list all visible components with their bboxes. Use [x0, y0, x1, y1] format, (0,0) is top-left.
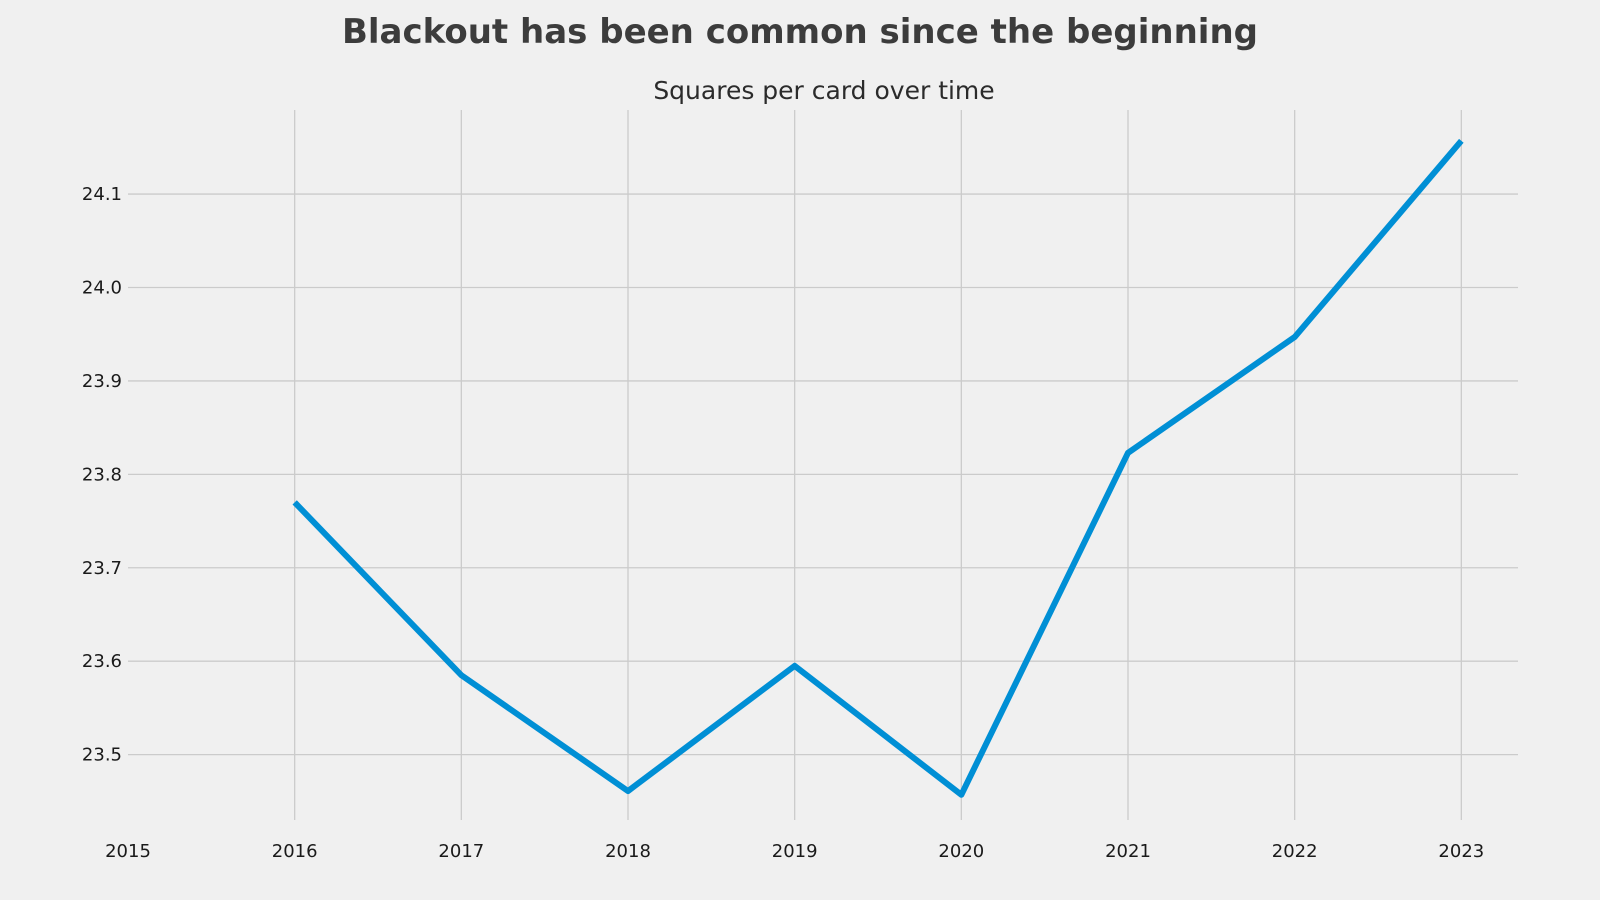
- series-line: [292, 138, 1464, 798]
- x-tick-label: 2019: [772, 841, 818, 862]
- chart-subtitle: Squares per card over time: [653, 76, 994, 105]
- data-point: [958, 792, 964, 798]
- x-tick-label: 2015: [105, 841, 151, 862]
- data-point: [792, 663, 798, 669]
- x-tick-label: 2023: [1438, 841, 1484, 862]
- data-point: [1125, 450, 1131, 456]
- data-point: [458, 672, 464, 678]
- grid: [128, 110, 1518, 820]
- y-tick-label: 23.9: [82, 371, 122, 392]
- x-tick-label: 2016: [272, 841, 318, 862]
- y-tick-label: 24.0: [82, 278, 122, 299]
- data-point: [1292, 334, 1298, 340]
- x-tick-label: 2018: [605, 841, 651, 862]
- y-axis-ticks: 23.5 23.6 23.7 23.8 23.9 24.0 24.1: [82, 184, 122, 766]
- y-tick-label: 23.5: [82, 745, 122, 766]
- x-tick-label: 2017: [438, 841, 484, 862]
- y-tick-label: 23.8: [82, 464, 122, 485]
- x-tick-label: 2020: [938, 841, 984, 862]
- y-tick-label: 23.6: [82, 651, 122, 672]
- y-tick-label: 23.7: [82, 558, 122, 579]
- x-axis-ticks: 2015 2016 2017 2018 2019 2020 2021 2022 2023: [105, 841, 1484, 862]
- data-point: [1458, 138, 1464, 144]
- x-tick-label: 2021: [1105, 841, 1151, 862]
- series-layer: [292, 138, 1464, 798]
- data-point: [292, 499, 298, 505]
- data-point: [625, 788, 631, 794]
- y-tick-label: 24.1: [82, 184, 122, 205]
- x-tick-label: 2022: [1272, 841, 1318, 862]
- chart-title: Blackout has been common since the begin…: [341, 12, 1258, 52]
